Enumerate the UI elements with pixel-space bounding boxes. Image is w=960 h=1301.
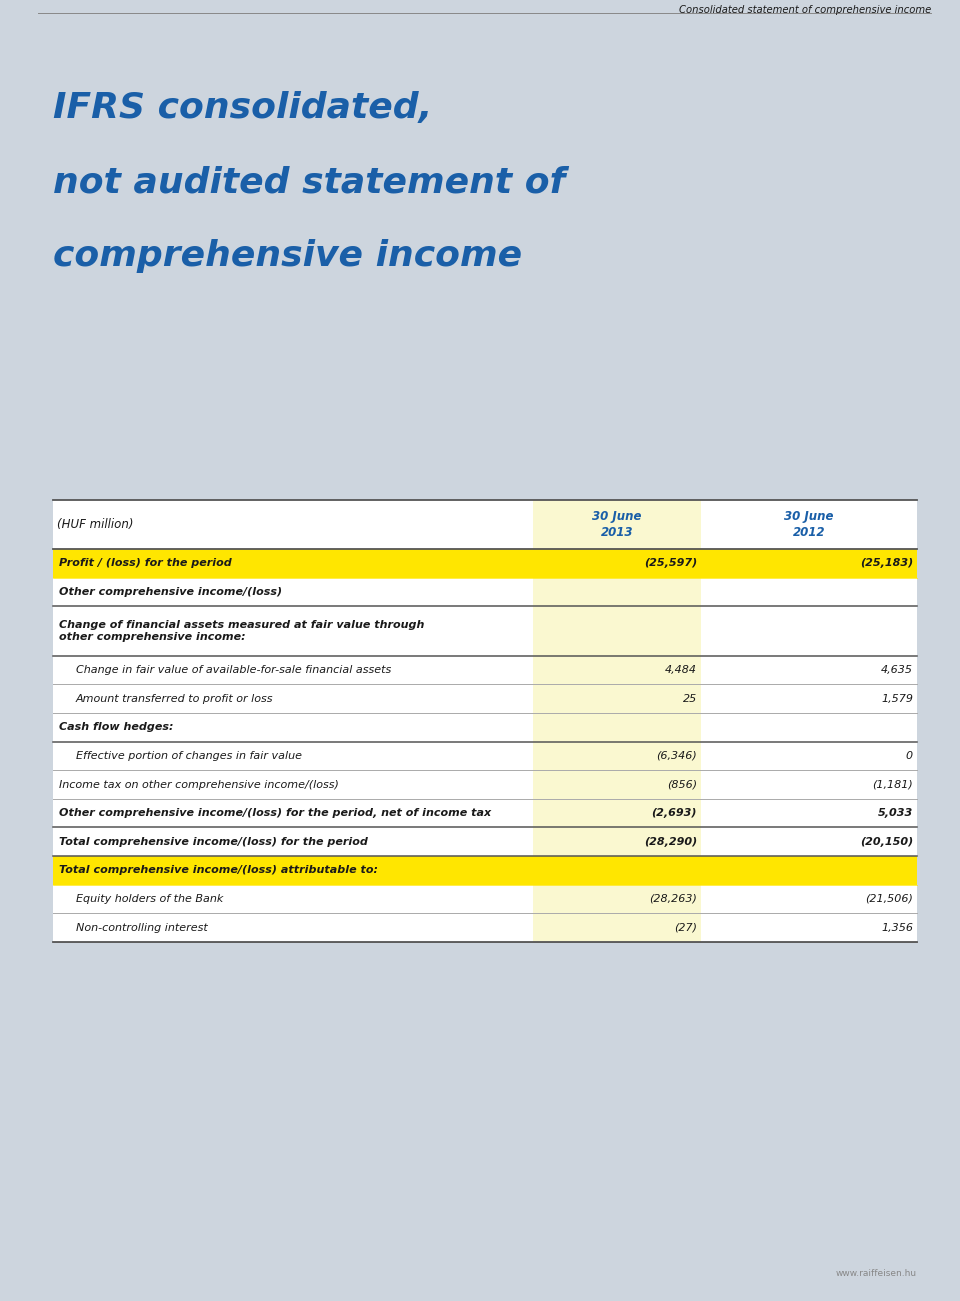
Text: (28,263): (28,263) <box>649 894 697 904</box>
Text: Equity holders of the Bank: Equity holders of the Bank <box>76 894 224 904</box>
Text: (856): (856) <box>667 779 697 790</box>
Text: Non-controlling interest: Non-controlling interest <box>76 922 207 933</box>
Text: 1,356: 1,356 <box>881 922 913 933</box>
Text: Amount transferred to profit or loss: Amount transferred to profit or loss <box>76 693 274 704</box>
Text: (21,506): (21,506) <box>865 894 913 904</box>
Text: IFRS consolidated,: IFRS consolidated, <box>53 91 432 125</box>
Text: (27): (27) <box>674 922 697 933</box>
Text: 0: 0 <box>906 751 913 761</box>
Text: 4,635: 4,635 <box>881 665 913 675</box>
Text: comprehensive income: comprehensive income <box>53 239 522 273</box>
Text: (HUF million): (HUF million) <box>57 518 133 531</box>
Text: Total comprehensive income/(loss) attributable to:: Total comprehensive income/(loss) attrib… <box>59 865 377 876</box>
Text: 4,484: 4,484 <box>665 665 697 675</box>
Text: 30 June
2012: 30 June 2012 <box>784 510 833 539</box>
Text: (20,150): (20,150) <box>860 837 913 847</box>
Text: Total comprehensive income/(loss) for the period: Total comprehensive income/(loss) for th… <box>59 837 368 847</box>
Text: Other comprehensive income/(loss): Other comprehensive income/(loss) <box>59 587 281 597</box>
Text: 1,579: 1,579 <box>881 693 913 704</box>
Text: www.raiffeisen.hu: www.raiffeisen.hu <box>835 1268 917 1278</box>
Text: Effective portion of changes in fair value: Effective portion of changes in fair val… <box>76 751 301 761</box>
Text: Income tax on other comprehensive income/(loss): Income tax on other comprehensive income… <box>59 779 339 790</box>
Text: (6,346): (6,346) <box>657 751 697 761</box>
Text: Change in fair value of available-for-sale financial assets: Change in fair value of available-for-sa… <box>76 665 391 675</box>
Text: (2,693): (2,693) <box>652 808 697 818</box>
Text: Profit / (loss) for the period: Profit / (loss) for the period <box>59 558 231 569</box>
Text: 30 June
2013: 30 June 2013 <box>592 510 641 539</box>
Text: (1,181): (1,181) <box>873 779 913 790</box>
Text: Change of financial assets measured at fair value through
other comprehensive in: Change of financial assets measured at f… <box>59 619 424 643</box>
Text: 5,033: 5,033 <box>877 808 913 818</box>
Text: Other comprehensive income/(loss) for the period, net of income tax: Other comprehensive income/(loss) for th… <box>59 808 491 818</box>
Text: Cash flow hedges:: Cash flow hedges: <box>59 722 173 732</box>
Text: (28,290): (28,290) <box>644 837 697 847</box>
Text: not audited statement of: not audited statement of <box>53 165 565 199</box>
Text: 25: 25 <box>683 693 697 704</box>
Text: (25,597): (25,597) <box>644 558 697 569</box>
Text: (25,183): (25,183) <box>860 558 913 569</box>
Text: Consolidated statement of comprehensive income: Consolidated statement of comprehensive … <box>679 4 931 14</box>
